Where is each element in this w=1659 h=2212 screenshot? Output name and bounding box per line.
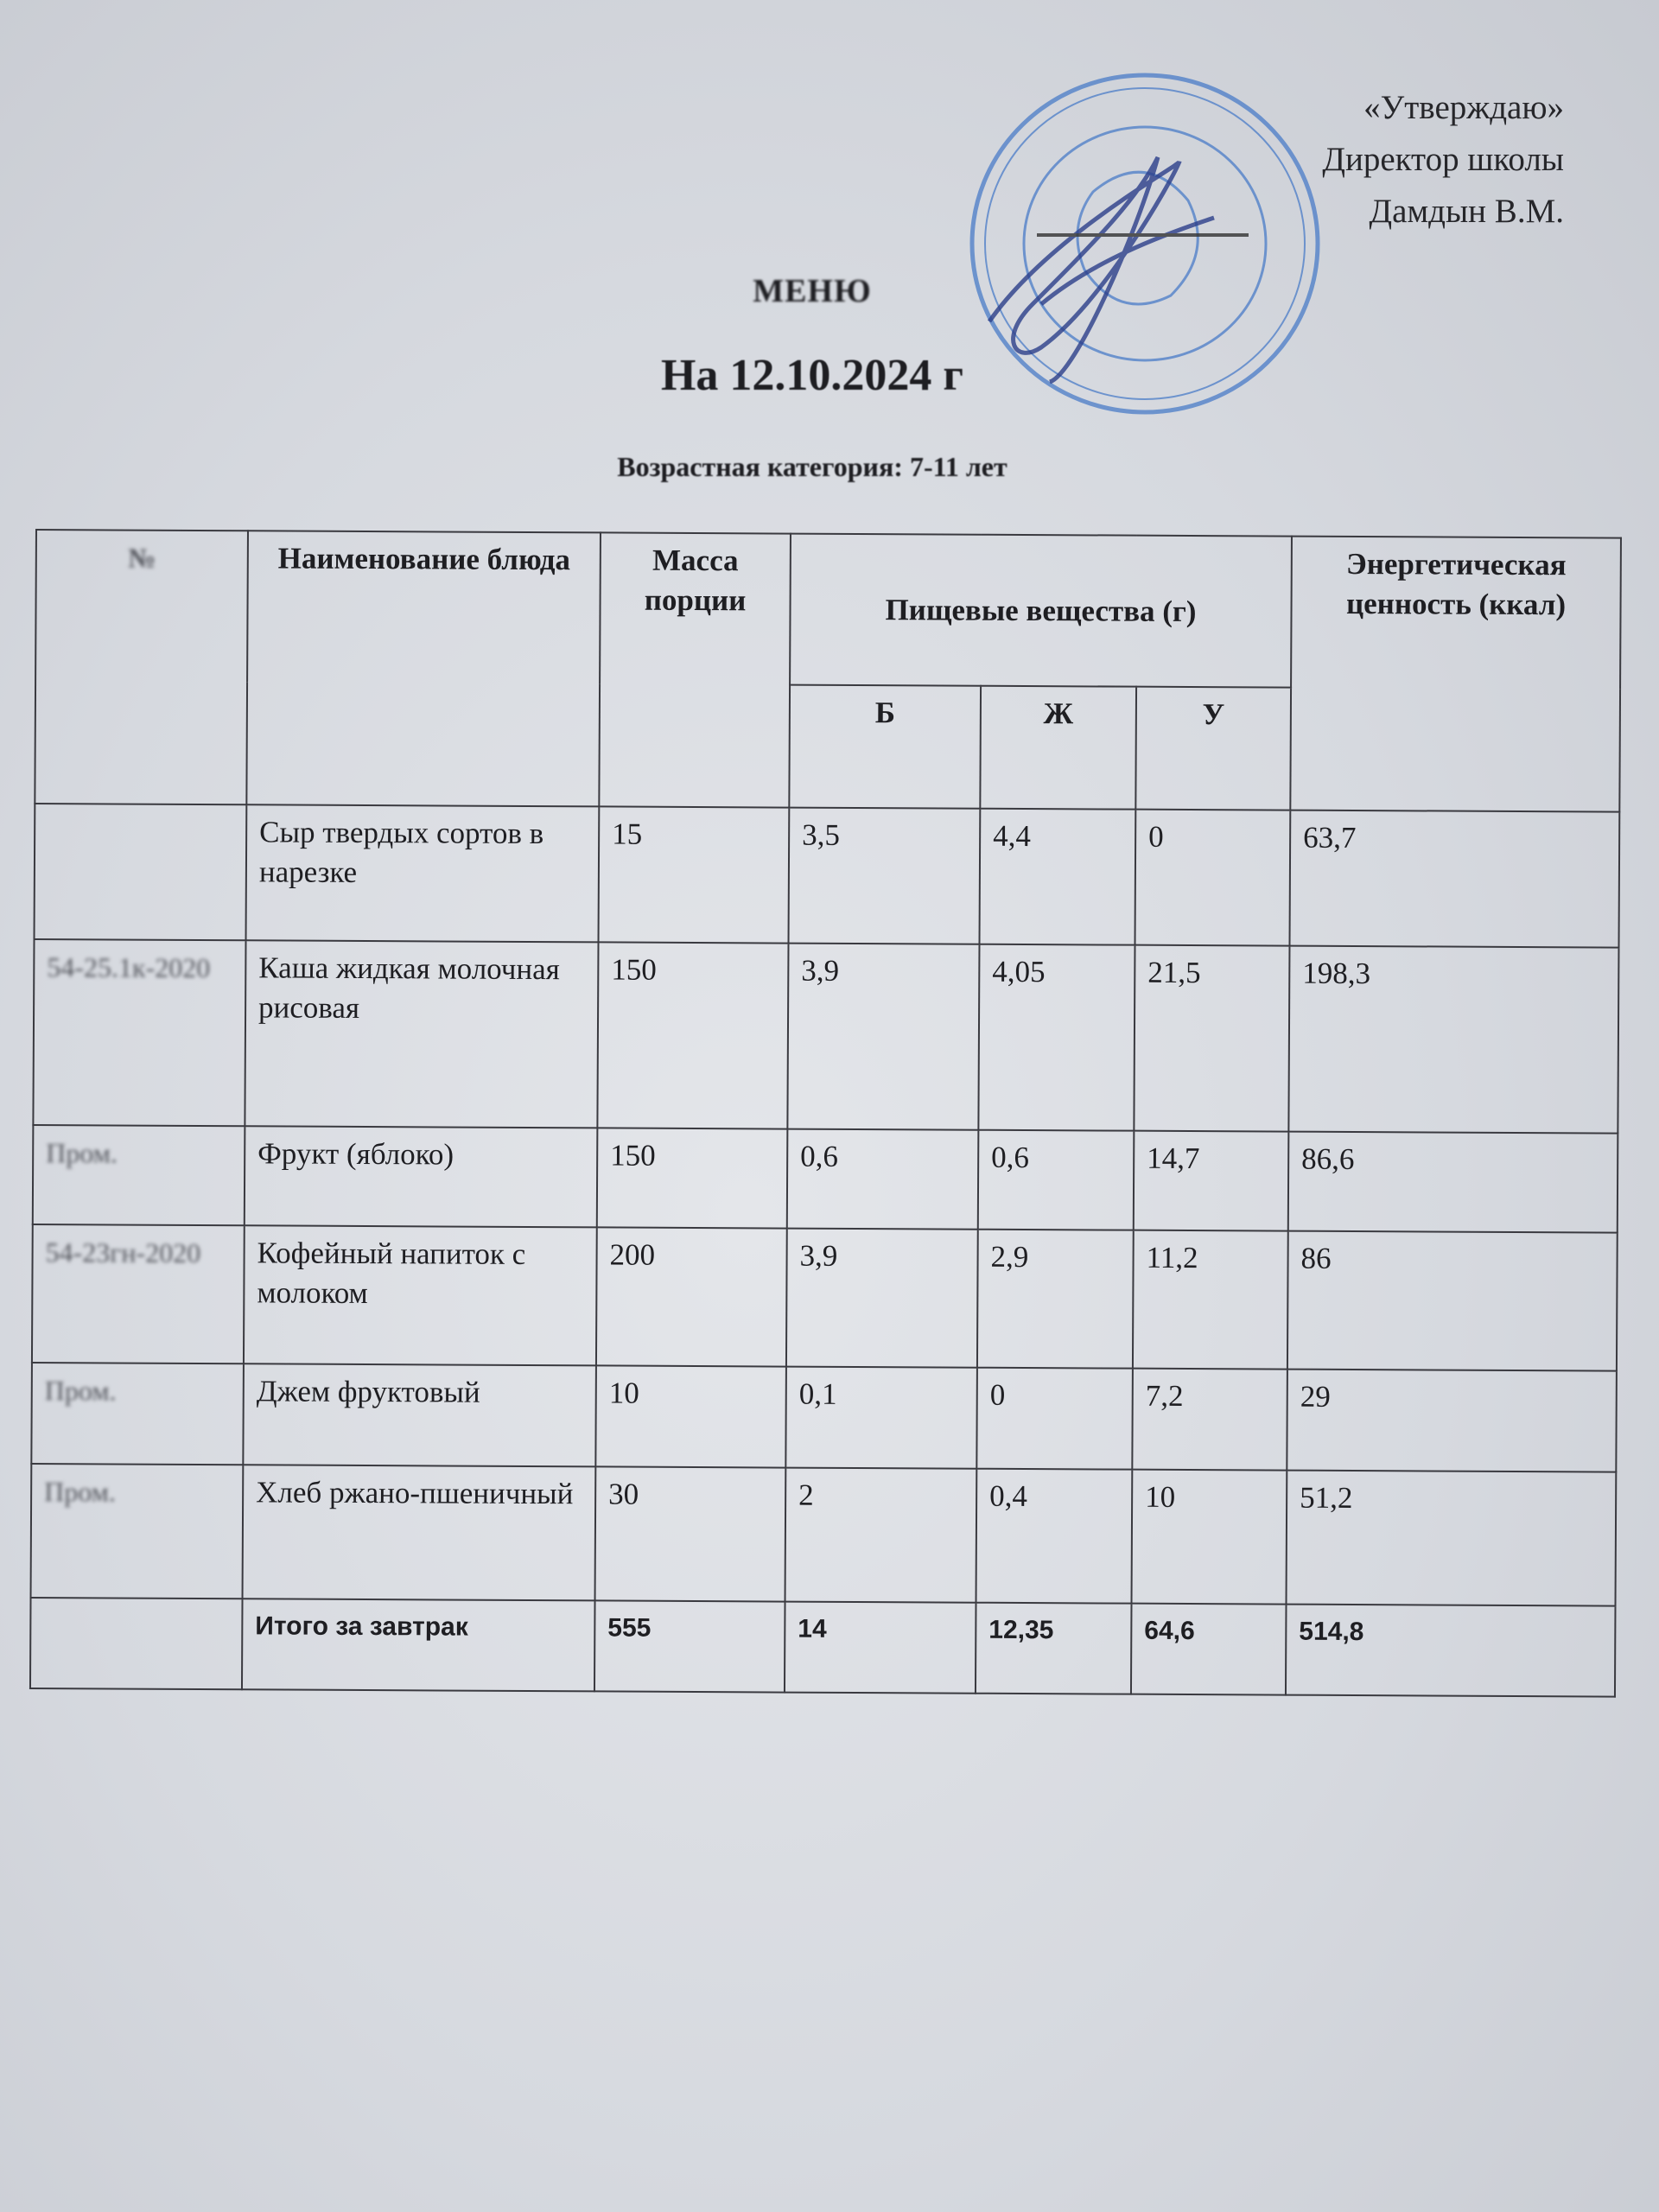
carbs: 11,2	[1132, 1230, 1288, 1370]
mass: 30	[594, 1466, 786, 1602]
energy: 86,6	[1287, 1131, 1618, 1233]
header-protein: Б	[789, 684, 982, 809]
dish-name: Джем фруктовый	[243, 1363, 596, 1467]
mass: 15	[598, 806, 790, 944]
table-row: 54-23гн-2020 Кофейный напиток с молоком …	[31, 1224, 1618, 1371]
protein: 3,5	[788, 807, 981, 944]
table-row: 54-25.1к-2020 Каша жидкая молочная рисов…	[33, 938, 1619, 1134]
dish-name: Хлеб ржано-пшеничный	[242, 1465, 596, 1601]
age-category: Возрастная категория: 7-11 лет	[617, 451, 1007, 482]
protein: 0,1	[785, 1366, 977, 1469]
header-carbs: У	[1135, 686, 1292, 810]
table-row: Пром. Фрукт (яблоко) 150 0,6 0,6 14,7 86…	[32, 1124, 1618, 1233]
mass: 150	[597, 942, 789, 1129]
header-number: №	[35, 530, 248, 805]
dish-name: Каша жидкая молочная рисовая	[245, 940, 599, 1128]
approval-name: Дамдын В.М.	[1369, 193, 1564, 230]
total-fat: 12,35	[975, 1602, 1132, 1694]
carbs: 7,2	[1132, 1368, 1287, 1471]
recipe-code	[34, 804, 247, 941]
approval-line: «Утверждаю»	[1363, 89, 1564, 126]
recipe-code: 54-23гн-2020	[31, 1224, 245, 1364]
table-row: Сыр твердых сортов в нарезке 15 3,5 4,4 …	[34, 804, 1620, 948]
header-dish: Наименование блюда	[246, 531, 601, 807]
recipe-code: 54-25.1к-2020	[33, 938, 246, 1127]
protein: 3,9	[787, 943, 980, 1130]
approval-position: Директор школы	[1322, 141, 1564, 178]
energy: 86	[1287, 1230, 1618, 1371]
carbs: 14,7	[1133, 1130, 1289, 1231]
carbs: 21,5	[1134, 944, 1290, 1132]
dish-name: Кофейный напиток с молоком	[243, 1225, 597, 1366]
total-carbs: 64,6	[1130, 1603, 1287, 1695]
fat: 0,6	[977, 1129, 1135, 1230]
fat: 0	[976, 1367, 1133, 1470]
header-mass: Масса порции	[599, 532, 791, 808]
total-empty-cell	[29, 1597, 243, 1690]
school-stamp-with-signature	[969, 73, 1320, 415]
protein: 2	[785, 1467, 977, 1603]
fat: 0,4	[976, 1468, 1133, 1604]
menu-table: № Наименование блюда Масса порции Пищевы…	[29, 529, 1622, 1698]
total-row: Итого за завтрак 555 14 12,35 64,6 514,8	[29, 1597, 1616, 1697]
header-nutrients: Пищевые вещества (г)	[790, 533, 1292, 688]
fat: 4,4	[979, 808, 1136, 945]
header-energy: Энергетическая ценность (ккал)	[1290, 536, 1621, 812]
dish-name: Сыр твердых сортов в нарезке	[245, 804, 600, 943]
total-mass: 555	[594, 1600, 785, 1693]
protein: 0,6	[786, 1128, 979, 1230]
carbs: 10	[1131, 1469, 1287, 1605]
dish-name: Фрукт (яблоко)	[244, 1126, 598, 1228]
table-row: Пром. Хлеб ржано-пшеничный 30 2 0,4 10 5…	[30, 1463, 1617, 1606]
menu-title: МЕНЮ	[753, 273, 872, 309]
header-fat: Ж	[980, 685, 1137, 810]
fat: 4,05	[978, 944, 1135, 1131]
recipe-code: Пром.	[31, 1362, 244, 1465]
total-label: Итого за завтрак	[241, 1599, 595, 1692]
mass: 150	[596, 1128, 788, 1229]
carbs: 0	[1135, 809, 1291, 946]
recipe-code: Пром.	[30, 1463, 244, 1599]
recipe-code: Пром.	[32, 1124, 245, 1226]
energy: 51,2	[1286, 1470, 1617, 1606]
table-row: Пром. Джем фруктовый 10 0,1 0 7,2 29	[31, 1362, 1617, 1472]
energy: 29	[1287, 1369, 1617, 1472]
mass: 200	[595, 1227, 787, 1367]
energy: 198,3	[1288, 945, 1619, 1134]
fat: 2,9	[976, 1229, 1134, 1369]
energy: 63,7	[1289, 810, 1620, 948]
protein: 3,9	[785, 1228, 978, 1368]
approval-block: «Утверждаю» Директор школы Дамдын В.М.	[1244, 82, 1564, 238]
total-energy: 514,8	[1285, 1604, 1616, 1697]
mass: 10	[595, 1365, 786, 1468]
total-protein: 14	[784, 1601, 976, 1694]
menu-date: На 12.10.2024 г	[660, 351, 964, 400]
